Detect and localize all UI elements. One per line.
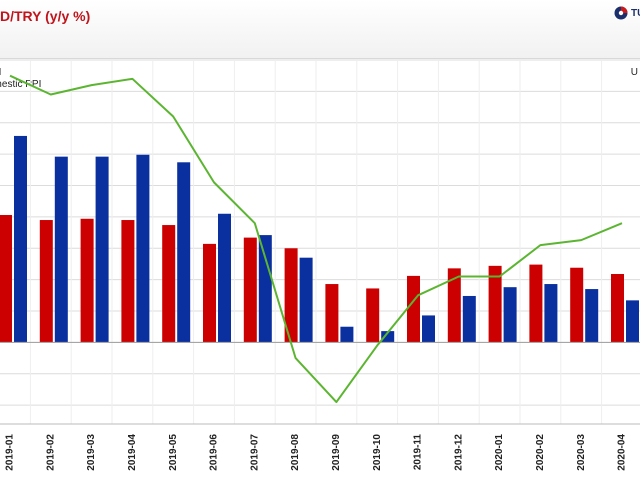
x-tick-label: 2019-01: [5, 434, 16, 471]
bar-series-2-2020-02: [544, 284, 558, 343]
bar-series-2-2019-09: [340, 326, 354, 343]
x-tick-label: 2020-04: [617, 434, 628, 471]
bar-series-2-2019-10: [381, 331, 395, 343]
x-tick-label: 2019-07: [249, 434, 260, 471]
bar-series-1-2019-12: [447, 268, 461, 343]
x-tick-label: 2019-09: [331, 434, 342, 471]
logo-text: TU: [631, 7, 640, 19]
line-series: [9, 74, 623, 404]
bar-series-1-2019-01: [0, 215, 12, 343]
x-tick-label: 2019-06: [209, 434, 220, 471]
x-tick-label: 2019-12: [453, 434, 464, 471]
bar-series-1-2019-09: [325, 284, 339, 343]
bar-series-2-2019-08: [299, 257, 313, 343]
bar-series-1-2019-06: [203, 243, 216, 343]
brand-logo: TU: [614, 6, 640, 20]
bar-series-1-2019-11: [407, 275, 420, 343]
bar-series-1-2019-02: [39, 220, 53, 343]
legend-item-2: omestic PPI: [0, 79, 42, 90]
bar-series-2-2019-07: [258, 235, 272, 343]
bar-series-2-2020-04: [626, 300, 639, 343]
bar-series-1-2019-07: [243, 237, 257, 343]
bar-layer: [0, 135, 639, 343]
bar-series-1-2019-03: [80, 218, 94, 343]
bar-series-2-2019-02: [54, 156, 68, 343]
chart-title: D/TRY (y/y %): [0, 8, 91, 24]
bar-series-1-2020-01: [488, 265, 502, 343]
x-tick-label: 2020-02: [535, 434, 546, 471]
bar-series-2-2019-11: [422, 315, 435, 343]
bar-series-1-2020-02: [529, 264, 543, 343]
axis-layer: [0, 341, 640, 425]
x-tick-label: 2019-04: [127, 434, 138, 471]
x-tick-label: 2020-03: [576, 434, 587, 471]
x-tick-label: 2019-05: [168, 434, 179, 471]
x-tick-label: 2019-03: [86, 434, 97, 471]
bar-series-2-2019-01: [14, 135, 27, 343]
x-tick-label: 2020-01: [494, 434, 505, 471]
bar-series-2-2019-03: [95, 156, 109, 343]
bar-series-1-2020-04: [611, 274, 624, 343]
bar-series-1-2019-04: [121, 220, 135, 343]
bar-series-2-2019-06: [218, 213, 231, 343]
bar-series-1-2019-05: [162, 225, 176, 343]
bar-series-1-2019-10: [366, 288, 380, 343]
x-tick-labels: 2019-01 2019-02 2019-03 2019-04 2019-05 2019-…: [5, 434, 628, 471]
x-tick-label: 2019-11: [413, 434, 424, 471]
bar-series-2-2019-04: [136, 154, 150, 343]
bar-series-2-2019-05: [177, 162, 191, 343]
logo-globe-icon: [614, 6, 628, 20]
x-tick-label: 2019-10: [372, 434, 383, 471]
bar-series-1-2019-08: [284, 248, 298, 343]
bar-series-2-2019-12: [462, 295, 476, 343]
chart-header: D/TRY (y/y %) TU: [0, 0, 640, 59]
legend-item-1: PI: [0, 67, 1, 78]
x-tick-label: 2019-08: [290, 434, 301, 471]
line-layer: [9, 74, 623, 404]
bar-series-2-2020-03: [585, 289, 599, 343]
legend-item-3: U: [630, 67, 638, 78]
x-tick-label: 2019-02: [45, 434, 56, 471]
bar-series-1-2020-03: [570, 267, 584, 343]
bar-series-2-2020-01: [503, 287, 517, 343]
